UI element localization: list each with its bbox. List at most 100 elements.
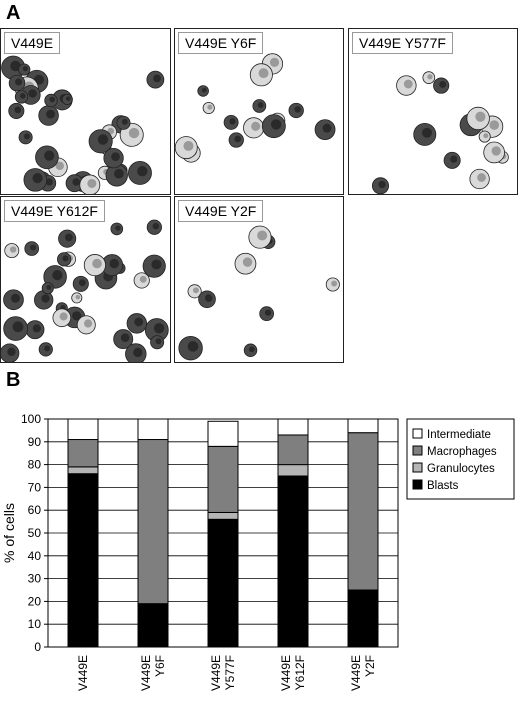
cell-nucleus	[264, 309, 272, 316]
cell-nucleus	[242, 257, 253, 267]
cell-nucleus	[65, 233, 73, 242]
y-tick-label: 0	[34, 640, 41, 654]
cell-nucleus	[204, 294, 213, 302]
legend-swatch-granulocytes	[412, 462, 423, 473]
bar-segment-macrophages	[277, 434, 309, 466]
bar-segment-blasts	[67, 473, 99, 648]
bar-segment-macrophages	[347, 432, 379, 591]
x-tick-label-line: V449E	[76, 655, 90, 691]
cell-nucleus	[49, 96, 56, 103]
cell-nucleus	[29, 244, 37, 251]
bar-segment-blasts	[277, 475, 309, 648]
cell-nucleus	[322, 123, 332, 133]
cell-nucleus	[133, 347, 143, 358]
cell-nucleus	[10, 246, 17, 253]
cell-nucleus	[52, 270, 63, 281]
y-tick-label: 100	[21, 412, 41, 426]
micrograph-v449e-y6f: V449E Y6F	[174, 28, 344, 195]
y-tick-label: 10	[28, 617, 42, 631]
cell-nucleus	[114, 168, 124, 179]
cell-nucleus	[44, 150, 55, 161]
bar-segment-granulocytes	[277, 464, 309, 477]
bar-segment-intermediate	[207, 420, 239, 447]
cell-nucleus	[97, 134, 109, 145]
cell-nucleus	[23, 133, 30, 140]
cell-nucleus	[234, 135, 241, 143]
cell-nucleus	[229, 118, 236, 125]
cell-nucleus	[22, 66, 28, 72]
y-tick-label: 30	[28, 572, 42, 586]
bar-segment-blasts	[137, 603, 169, 648]
cell-nucleus	[10, 60, 21, 72]
x-tick-label-line: Y612F	[293, 655, 307, 690]
micrograph-label: V449E Y6F	[178, 32, 264, 54]
cell-nucleus	[72, 178, 81, 186]
cell-nucleus	[378, 180, 386, 189]
bar-segment-blasts	[207, 518, 239, 648]
cell-nucleus	[78, 279, 86, 287]
cell-nucleus	[257, 102, 264, 108]
cell-nucleus	[257, 230, 268, 241]
legend-swatch-blasts	[412, 479, 423, 490]
cell-nucleus	[55, 161, 64, 171]
cell-nucleus	[46, 109, 55, 119]
cell-nucleus	[258, 68, 269, 79]
cell-nucleus	[62, 255, 69, 262]
cell-nucleus	[121, 118, 128, 125]
cell-nucleus	[46, 284, 52, 290]
cell-nucleus	[14, 106, 22, 114]
x-tick-label: V449E Y612F	[279, 655, 307, 691]
cell-nucleus	[41, 294, 50, 303]
cell-nucleus	[489, 120, 500, 130]
cell-nucleus	[483, 133, 489, 139]
bar-segment-granulocytes	[67, 466, 99, 475]
legend-swatch-intermediate	[412, 428, 423, 439]
micrograph-v449e: V449E	[0, 28, 171, 195]
cell-nucleus	[192, 287, 199, 294]
cell-nucleus	[183, 140, 194, 151]
cell-nucleus	[475, 111, 486, 122]
micrograph-v449e-y577f: V449E Y577F	[348, 28, 518, 195]
y-tick-label: 60	[28, 503, 42, 517]
cell-nucleus	[477, 173, 486, 182]
cell-nucleus	[422, 127, 432, 138]
cell-nucleus	[248, 346, 255, 353]
cell-nucleus	[439, 80, 447, 88]
panel-b-letter: B	[6, 369, 21, 391]
cell-field	[1, 219, 169, 362]
cell-nucleus	[15, 78, 23, 86]
cell-nucleus	[32, 173, 43, 184]
cell-nucleus	[7, 347, 16, 357]
bar-segment-intermediate	[347, 418, 379, 434]
micrograph-v449e-y612f: V449E Y612F	[0, 196, 171, 363]
bar-segment-macrophages	[67, 439, 99, 468]
cell-field	[178, 225, 340, 361]
legend-label-granulocytes: Granulocytes	[427, 463, 495, 475]
y-tick-label: 90	[28, 435, 42, 449]
cell-nucleus	[139, 275, 147, 283]
bar-segment-intermediate	[137, 418, 169, 441]
panel-a-letter: A	[6, 2, 21, 24]
x-tick-label-line: V449E	[139, 655, 153, 691]
micrograph-label: V449E Y612F	[4, 200, 105, 222]
x-tick-label-line: Y2F	[363, 655, 377, 677]
bar-segment-macrophages	[207, 445, 239, 513]
cell-nucleus	[11, 293, 20, 303]
cell-field	[371, 71, 509, 194]
cell-nucleus	[153, 74, 161, 83]
x-tick-label-line: Y577F	[223, 655, 237, 690]
cell-field	[175, 53, 336, 163]
cell-nucleus	[12, 321, 24, 333]
cell-nucleus	[109, 258, 120, 269]
x-tick-label: V449E Y6F	[139, 655, 167, 691]
cell-nucleus	[137, 166, 148, 177]
x-tick-label: V449E Y2F	[349, 655, 377, 691]
y-tick-label: 40	[28, 549, 42, 563]
cell-nucleus	[491, 146, 501, 156]
cell-nucleus	[331, 280, 338, 287]
y-axis-label: % of cells	[1, 503, 17, 563]
y-tick-label: 70	[28, 480, 42, 494]
cell-nucleus	[128, 127, 140, 139]
x-tick-label-line: V449E	[209, 655, 223, 691]
